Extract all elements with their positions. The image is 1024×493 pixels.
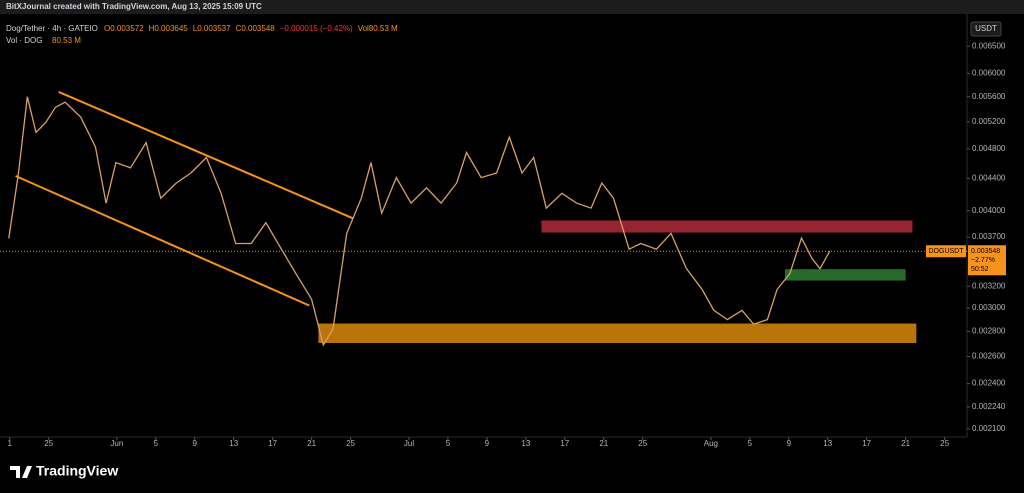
x-tick-label: 25 <box>638 439 647 448</box>
brand-name: TradingView <box>36 463 118 479</box>
symbol-tag <box>926 245 966 258</box>
legend: Dog/Tether · 4h · GATEIO Vol · DOG 80.53… <box>6 24 398 45</box>
header-title: BitXJournal created with TradingView.com… <box>6 2 262 11</box>
legend-item: −0.000015 (−0.42%) <box>280 24 353 33</box>
x-tick-label: 17 <box>268 439 277 448</box>
x-tick-label: 13 <box>823 439 832 448</box>
legend-item: L0.003537 <box>193 24 231 33</box>
symbol-tag-label: DOGUSDT <box>929 248 965 255</box>
x-tick-label: Aug <box>704 439 718 448</box>
y-tick-label: 0.004800 <box>972 144 1006 153</box>
x-tick-label: 17 <box>560 439 569 448</box>
x-tick-label: 9 <box>193 439 198 448</box>
y-tick-label: 0.002240 <box>972 402 1006 411</box>
x-tick-label: 9 <box>485 439 490 448</box>
header-bar <box>0 0 1024 14</box>
y-tick-label: 0.006000 <box>972 68 1006 77</box>
price-tag-countdown: 50:52 <box>971 266 989 273</box>
x-tick-label: 21 <box>307 439 316 448</box>
currency-label: USDT <box>975 24 997 33</box>
x-tick-label: 13 <box>521 439 530 448</box>
x-tick-label: Jul <box>404 439 414 448</box>
price-tag <box>968 245 1006 276</box>
zone <box>318 323 917 343</box>
channel-line <box>15 175 310 307</box>
legend-item: H0.003645 <box>149 24 189 33</box>
x-tick-label: 17 <box>862 439 871 448</box>
legend-item: O0.003572 <box>104 24 144 33</box>
x-tick-label: 25 <box>940 439 949 448</box>
x-tick-label: 5 <box>154 439 159 448</box>
y-tick-label: 0.002100 <box>972 424 1006 433</box>
x-tick-label: 9 <box>787 439 792 448</box>
x-tick-label: 21 <box>901 439 910 448</box>
legend-item: Vol80.53 M <box>358 24 398 33</box>
volume-value: 80.53 M <box>52 36 81 45</box>
currency-button[interactable] <box>970 21 1002 37</box>
y-tick-label: 0.003200 <box>972 281 1006 290</box>
volume-title: Vol · DOG <box>6 36 42 45</box>
x-tick-label: 25 <box>346 439 355 448</box>
y-tick-label: 0.002800 <box>972 327 1006 336</box>
x-tick-label: 25 <box>44 439 53 448</box>
y-tick-label: 0.002400 <box>972 379 1006 388</box>
zone <box>784 269 906 281</box>
y-tick-label: 0.006500 <box>972 41 1006 50</box>
legend-item: C0.003548 <box>236 24 276 33</box>
y-tick-label: 0.005200 <box>972 117 1006 126</box>
x-tick-label: 5 <box>446 439 451 448</box>
y-tick-label: 0.005600 <box>972 92 1006 101</box>
price-tag-value: 0.003548 <box>971 248 1000 255</box>
brand-logo <box>10 466 32 478</box>
brand: TradingView <box>10 463 118 479</box>
y-tick-label: 0.002600 <box>972 352 1006 361</box>
y-tick-label: 0.003700 <box>972 232 1006 241</box>
y-tick-label: 0.004000 <box>972 206 1006 215</box>
zone <box>541 220 913 233</box>
x-tick-label: Jun <box>110 439 123 448</box>
y-tick-label: 0.004400 <box>972 174 1006 183</box>
symbol-title: Dog/Tether · 4h · GATEIO <box>6 24 98 33</box>
price-tag-change: −2.77% <box>971 257 995 264</box>
x-tick-label: 13 <box>229 439 238 448</box>
price-line <box>8 96 831 347</box>
x-tick-label: 21 <box>599 439 608 448</box>
y-tick-label: 0.003000 <box>972 303 1006 312</box>
x-tick-label: 5 <box>748 439 753 448</box>
channel-line <box>58 91 354 220</box>
x-tick-label: 1 <box>8 439 13 448</box>
